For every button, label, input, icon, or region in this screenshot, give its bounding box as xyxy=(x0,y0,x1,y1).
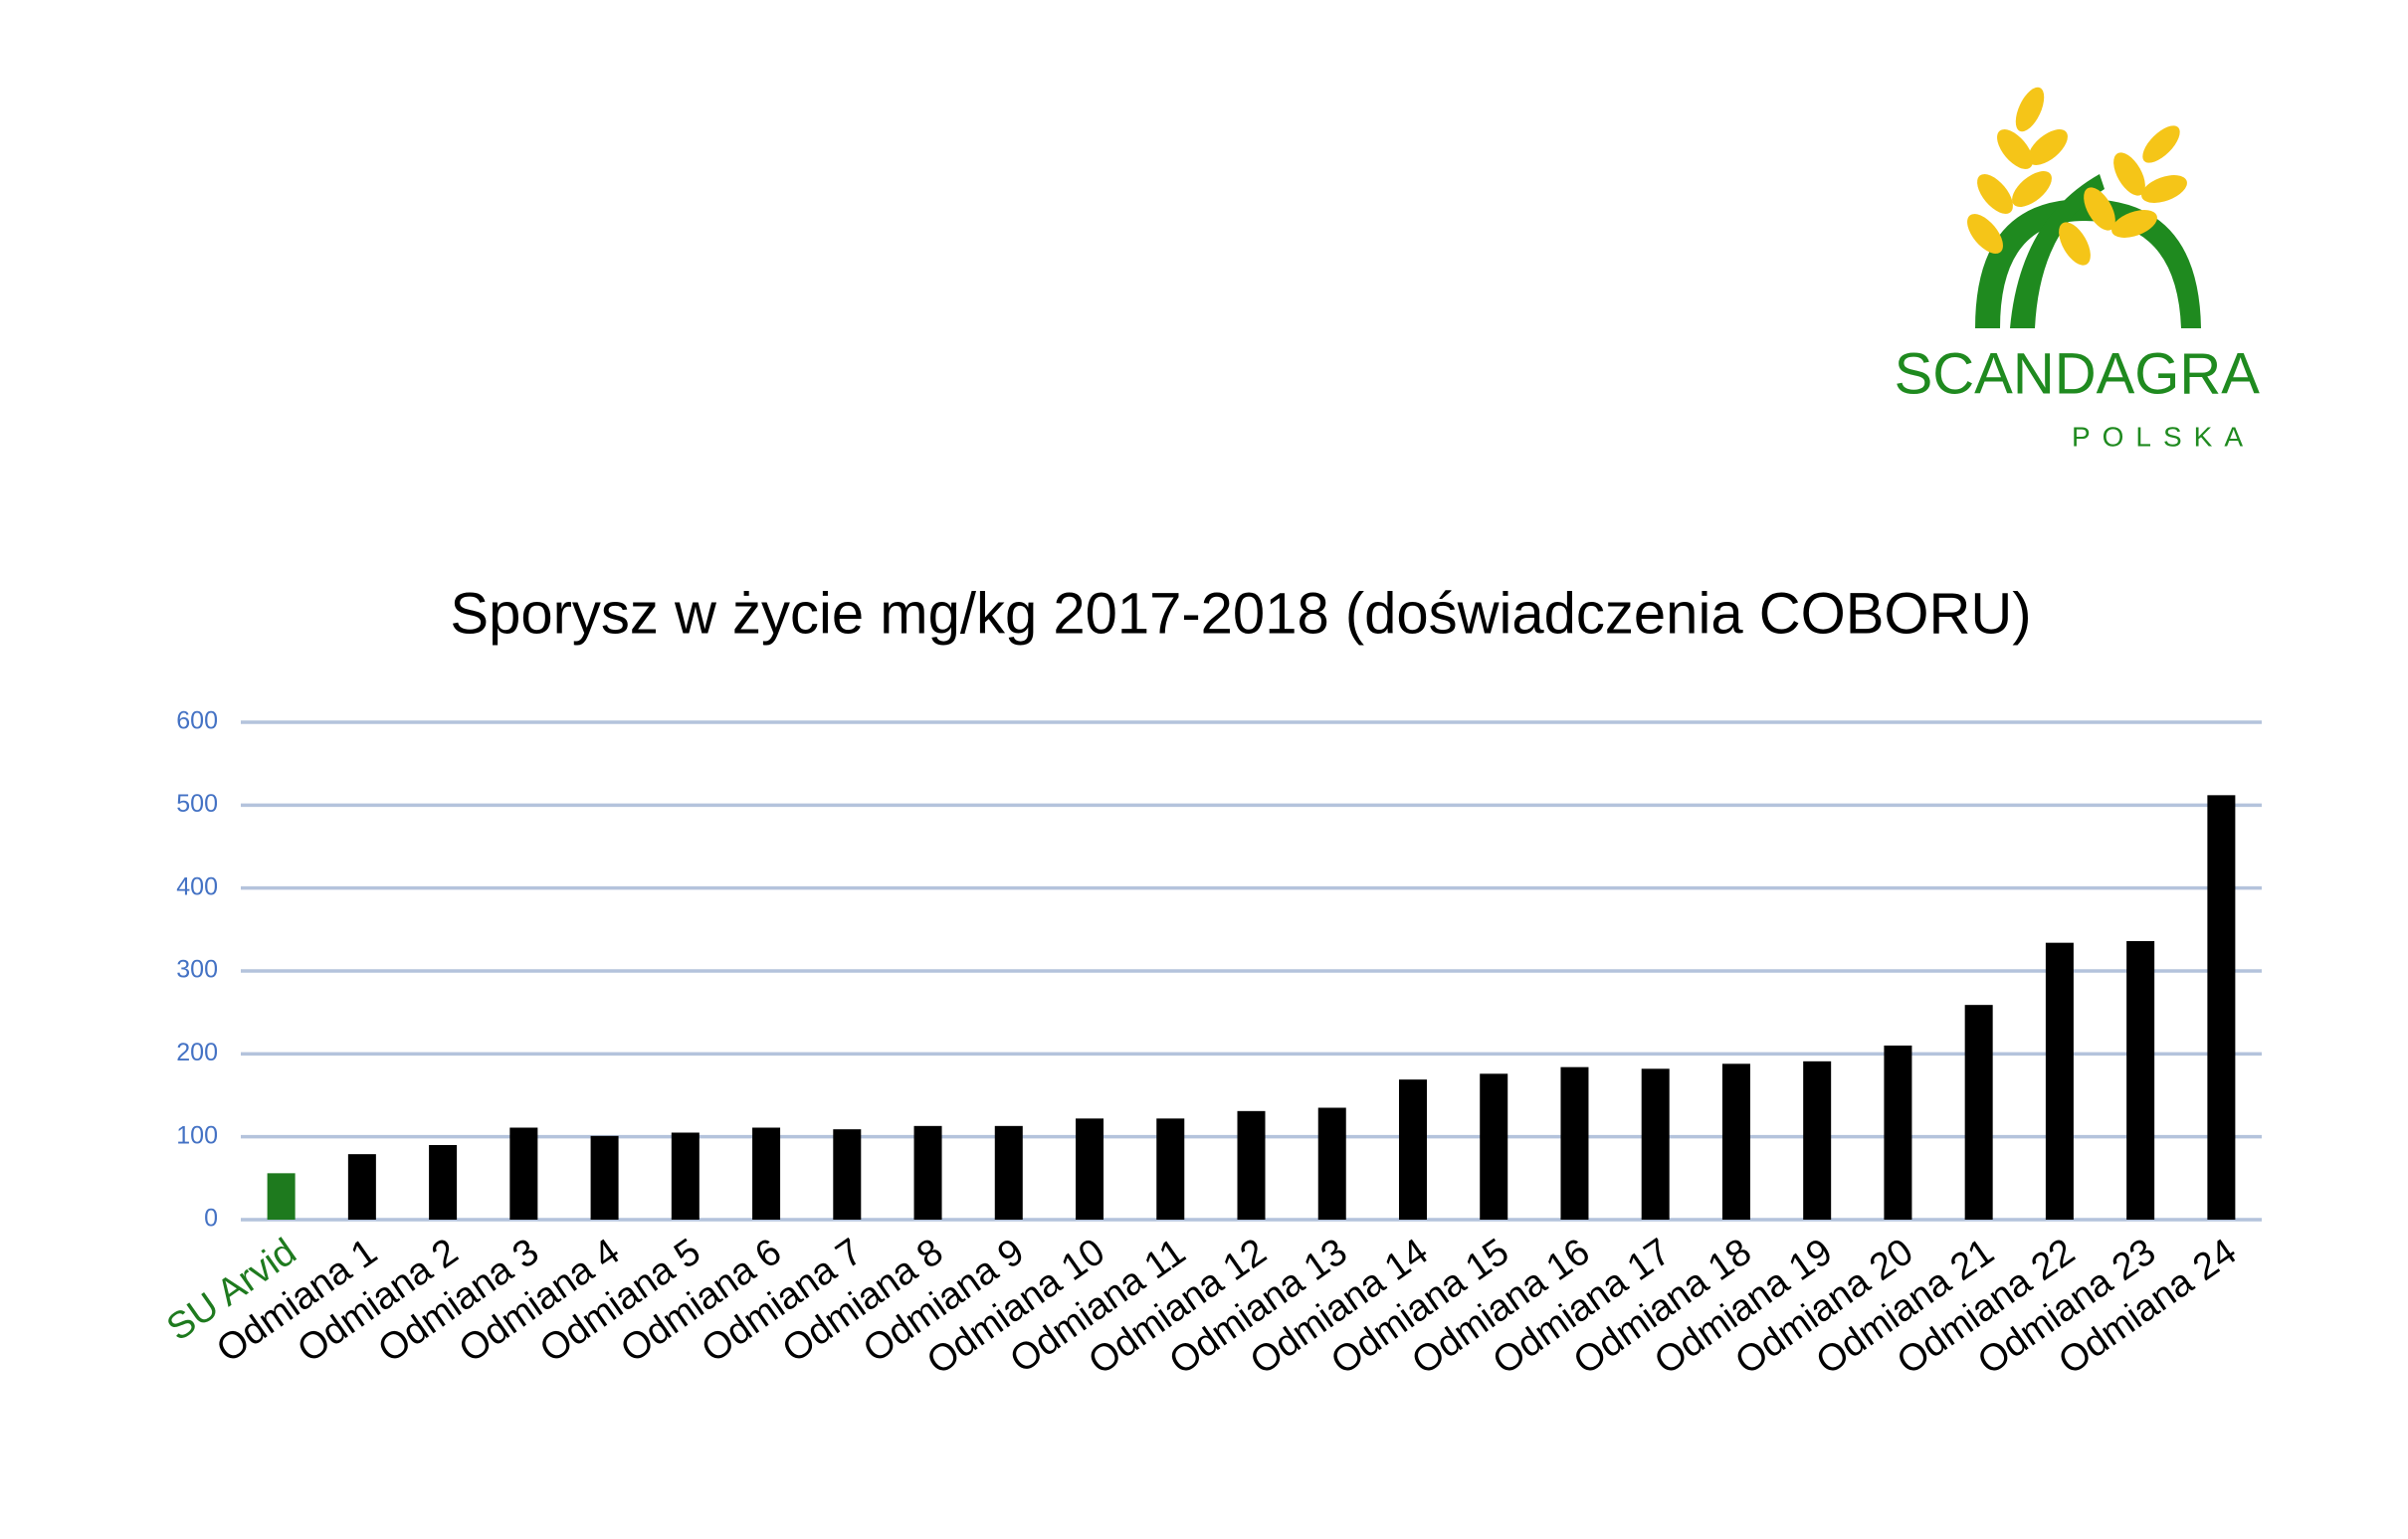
bar xyxy=(347,1154,376,1220)
bar xyxy=(994,1125,1023,1220)
logo-name: SCANDAGRA xyxy=(1895,341,2261,406)
bar xyxy=(1398,1079,1427,1220)
bar xyxy=(913,1125,942,1220)
bar xyxy=(1237,1110,1266,1220)
bar xyxy=(2126,941,2155,1220)
bar xyxy=(1076,1118,1104,1220)
chart-title: Sporysz w życie mg/kg 2017-2018 (doświad… xyxy=(450,581,2031,646)
bar xyxy=(1964,1005,1993,1220)
bar xyxy=(1480,1073,1508,1220)
bar xyxy=(2207,795,2236,1220)
y-tick-label: 600 xyxy=(176,707,218,735)
bar xyxy=(833,1129,862,1220)
bar xyxy=(1317,1107,1346,1220)
bar xyxy=(429,1145,458,1220)
y-tick-label: 100 xyxy=(176,1121,218,1149)
y-tick-label: 300 xyxy=(176,956,218,984)
bar xyxy=(2045,942,2074,1220)
bar xyxy=(1721,1063,1750,1220)
y-tick-label: 200 xyxy=(176,1039,218,1066)
y-tick-label: 400 xyxy=(176,872,218,900)
bar xyxy=(267,1173,296,1220)
bar xyxy=(1803,1060,1832,1220)
bar xyxy=(1641,1068,1670,1220)
logo-subtitle: POLSKA xyxy=(2072,421,2255,452)
bar xyxy=(1156,1118,1185,1220)
logo-graphic xyxy=(1967,87,2201,328)
y-tick-label: 0 xyxy=(204,1205,218,1233)
y-tick-label: 500 xyxy=(176,790,218,818)
bar xyxy=(1884,1046,1912,1220)
bar xyxy=(590,1135,619,1220)
bar xyxy=(752,1127,781,1220)
bar xyxy=(671,1132,700,1220)
bar xyxy=(509,1127,538,1220)
bar xyxy=(1560,1066,1589,1220)
